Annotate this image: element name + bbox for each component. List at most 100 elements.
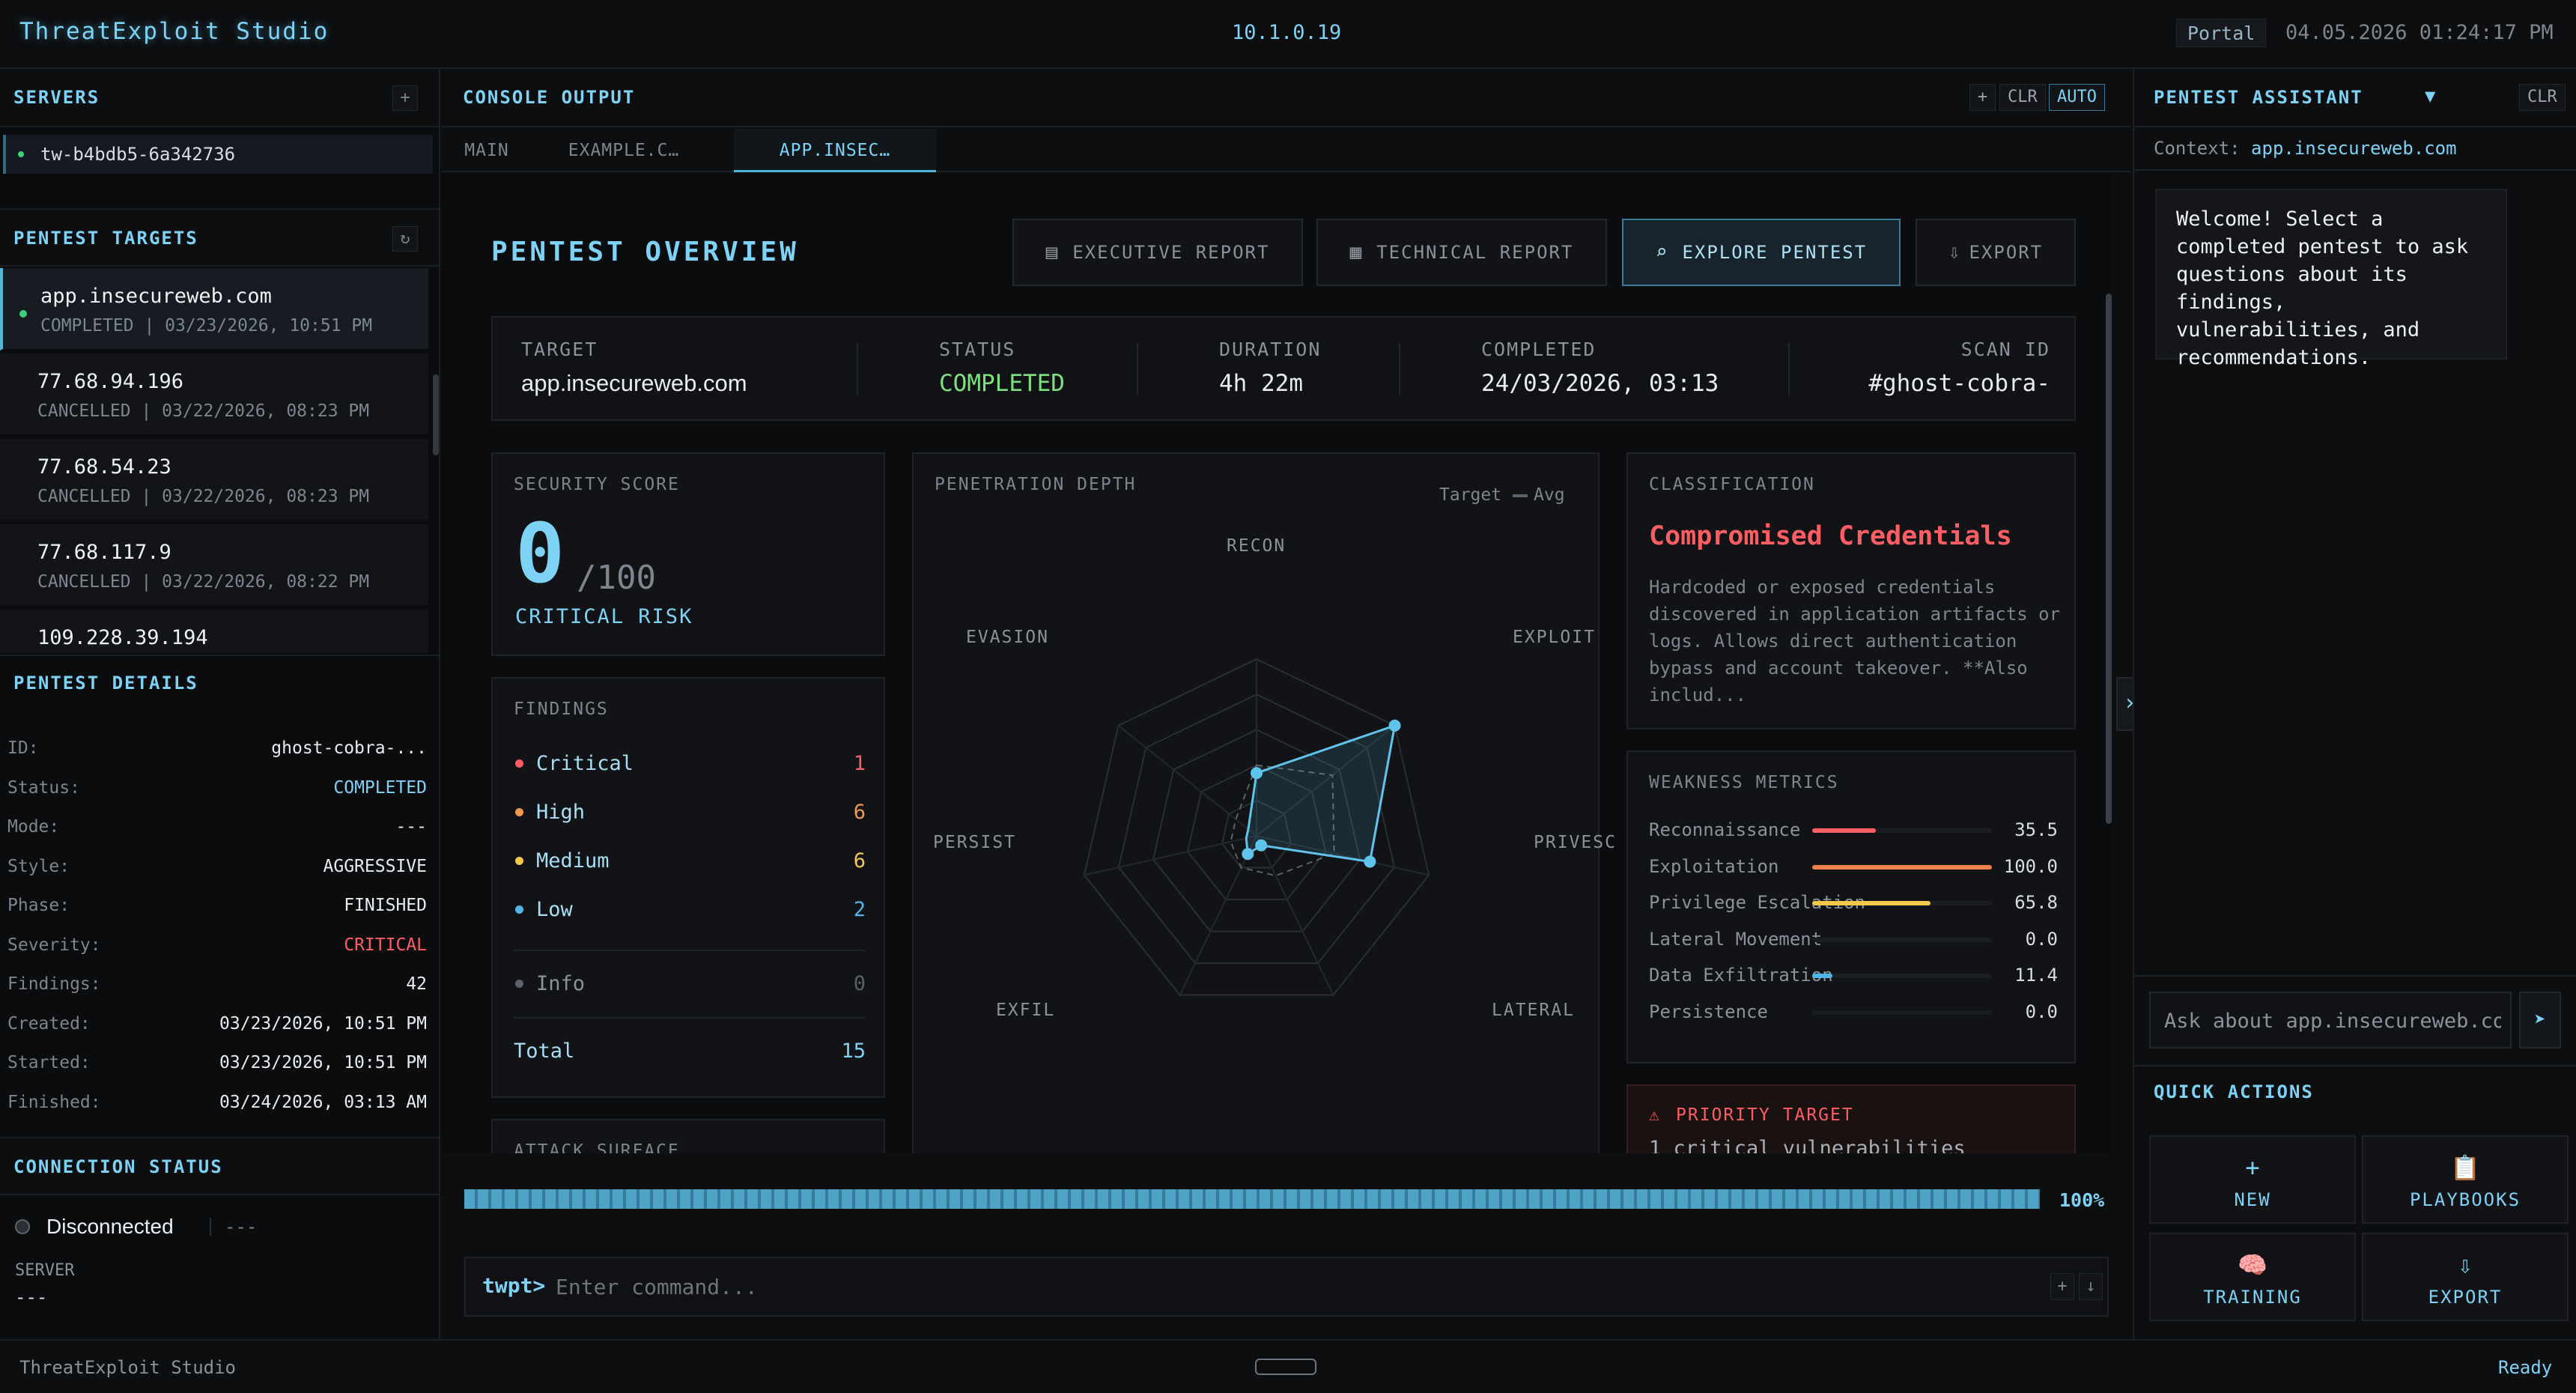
refresh-icon[interactable]: ↻ [392, 226, 418, 252]
weakness-value: 65.8 [2014, 892, 2058, 913]
target-item[interactable]: 77.68.94.196 CANCELLED | 03/22/2026, 08:… [0, 353, 428, 436]
console-panel: CONSOLE OUTPUT + CLR AUTO MAIN EXAMPLE.C… [442, 69, 2131, 1339]
radar-grid-ring [1221, 799, 1292, 869]
quick-action-label: NEW [2234, 1189, 2271, 1210]
console-tabs: MAIN EXAMPLE.C… APP.INSEC… [442, 129, 2131, 172]
clear-console-button[interactable]: CLR [1999, 84, 2046, 111]
radar-axis-label: LATERAL [1492, 1001, 1575, 1020]
dropdown-icon[interactable]: ▼ [2425, 85, 2436, 106]
radar-target-point[interactable] [1364, 855, 1376, 868]
add-icon[interactable]: + [2050, 1273, 2074, 1300]
radar-grid-ring [1186, 764, 1327, 901]
radar-target-point[interactable] [1388, 719, 1401, 732]
legend-avg-swatch [1513, 494, 1528, 497]
tab-main[interactable]: MAIN [464, 141, 509, 160]
export-button[interactable]: ⇩ EXPORT [1916, 219, 2076, 286]
finding-row[interactable]: Low 2 [514, 895, 866, 925]
targets-scrollbar[interactable] [433, 374, 439, 455]
target-item[interactable]: app.insecureweb.com COMPLETED | 03/23/20… [0, 268, 428, 350]
radar-target-series [1245, 723, 1397, 864]
radar-target-point[interactable] [1255, 839, 1268, 852]
summary-label: SCAN ID [1960, 339, 2050, 360]
radar-axis-line [1256, 835, 1334, 996]
finding-row[interactable]: Medium 6 [514, 846, 866, 876]
weakness-row: Reconnaissance 35.5 [1649, 813, 2058, 846]
command-input[interactable] [556, 1269, 1978, 1305]
technical-report-button[interactable]: ▦ TECHNICAL REPORT [1316, 219, 1607, 286]
severity-dot-icon [515, 905, 523, 914]
quick-action-label: TRAINING [2203, 1287, 2302, 1308]
add-tab-button[interactable]: + [1969, 84, 1996, 111]
clear-chat-button[interactable]: CLR [2519, 84, 2566, 111]
summary-label: TARGET [521, 339, 598, 360]
scroll-down-icon[interactable]: ↓ [2079, 1273, 2103, 1300]
servers-header: SERVERS + [0, 69, 439, 127]
detail-row: Started: 03/23/2026, 10:51 PM [7, 1047, 427, 1077]
servers-title: SERVERS [13, 87, 100, 108]
send-icon[interactable]: ➤ [2519, 992, 2561, 1048]
quick-action-training[interactable]: 🧠 TRAINING [2149, 1233, 2356, 1321]
tab-app-insecureweb[interactable]: APP.INSEC… [734, 129, 936, 172]
detail-key: Started: [7, 1053, 91, 1072]
summary-value: COMPLETED [939, 370, 1065, 397]
security-score-card: SECURITY SCORE 0 /100 CRITICAL RISK [491, 452, 885, 656]
detail-key: Status: [7, 777, 80, 798]
radar-target-point[interactable] [1251, 767, 1263, 780]
divider [514, 950, 866, 951]
finding-row-info[interactable]: Info 0 [514, 969, 866, 999]
finding-label: High [536, 801, 586, 824]
details-title: PENTEST DETAILS [13, 673, 198, 694]
executive-report-label: EXECUTIVE REPORT [1072, 242, 1270, 263]
auto-scroll-toggle[interactable]: AUTO [2049, 84, 2105, 111]
left-panel: SERVERS + tw-b4bdb5-6a342736 PENTEST TAR… [0, 69, 440, 1339]
warning-icon: ⚠ [1649, 1105, 1661, 1125]
detail-row: Created: 03/23/2026, 10:51 PM [7, 1008, 427, 1038]
server-item[interactable]: tw-b4bdb5-6a342736 [3, 135, 433, 174]
progress-percent: 100% [2059, 1189, 2105, 1211]
content-scrollbar[interactable] [2106, 294, 2112, 824]
detail-value: --- [395, 817, 427, 837]
summary-scan-id: SCAN ID #ghost-cobra- [1863, 318, 2050, 422]
radar-axis-label: PRIVESC [1534, 833, 1617, 852]
portal-button[interactable]: Portal [2176, 19, 2267, 47]
server-name: tw-b4bdb5-6a342736 [40, 144, 236, 165]
detail-value: AGGRESSIVE [323, 856, 427, 876]
detail-value: FINISHED [344, 896, 427, 915]
card-title: WEAKNESS METRICS [1649, 773, 1839, 792]
summary-value: app.insecureweb.com [521, 370, 747, 396]
keyboard-icon[interactable] [1255, 1359, 1316, 1375]
quick-action-export[interactable]: ⇩ EXPORT [2362, 1233, 2569, 1321]
detail-row: Finished: 03/24/2026, 03:13 AM [7, 1087, 427, 1117]
risk-label: CRITICAL RISK [515, 605, 693, 628]
weakness-fill [1812, 901, 1931, 905]
detail-key: Style: [7, 856, 70, 876]
detail-row: Mode: --- [7, 811, 427, 841]
weakness-label: Reconnaissance [1649, 819, 1801, 840]
legend-avg: Avg [1534, 485, 1565, 505]
ask-input[interactable] [2164, 1002, 2501, 1040]
radar-axis-label: PERSIST [933, 833, 1016, 852]
target-item[interactable]: 77.68.117.9 CANCELLED | 03/22/2026, 08:2… [0, 524, 428, 607]
explore-pentest-button[interactable]: ⌕ EXPLORE PENTEST [1622, 219, 1901, 286]
target-item[interactable]: 77.68.54.23 CANCELLED | 03/22/2026, 08:2… [0, 439, 428, 521]
weakness-row: Persistence 0.0 [1649, 995, 2058, 1028]
tab-example[interactable]: EXAMPLE.C… [568, 141, 680, 160]
finding-row[interactable]: High 6 [514, 798, 866, 828]
finding-count: 0 [853, 972, 866, 995]
divider [2134, 975, 2576, 977]
weakness-track [1812, 901, 1992, 905]
radar-target-point[interactable] [1242, 848, 1254, 861]
weakness-metrics-card: WEAKNESS METRICS Reconnaissance 35.5 Explo… [1626, 750, 2076, 1063]
quick-action-new[interactable]: + NEW [2149, 1135, 2356, 1224]
weakness-fill [1812, 864, 1992, 870]
priority-title: PRIORITY TARGET [1676, 1105, 1854, 1125]
progress-fill [464, 1189, 2040, 1209]
add-server-button[interactable]: + [392, 85, 418, 111]
search-icon: ⌕ [1655, 241, 1669, 264]
top-bar: ThreatExploit Studio 10.1.0.19 Portal 04… [0, 0, 2576, 69]
quick-action-playbooks[interactable]: 📋 PLAYBOOKS [2362, 1135, 2569, 1224]
finding-row[interactable]: Critical 1 [514, 749, 866, 779]
finding-count: 2 [853, 898, 866, 921]
target-item[interactable]: 109.228.39.194 [0, 610, 428, 655]
executive-report-button[interactable]: ▤ EXECUTIVE REPORT [1012, 219, 1303, 286]
